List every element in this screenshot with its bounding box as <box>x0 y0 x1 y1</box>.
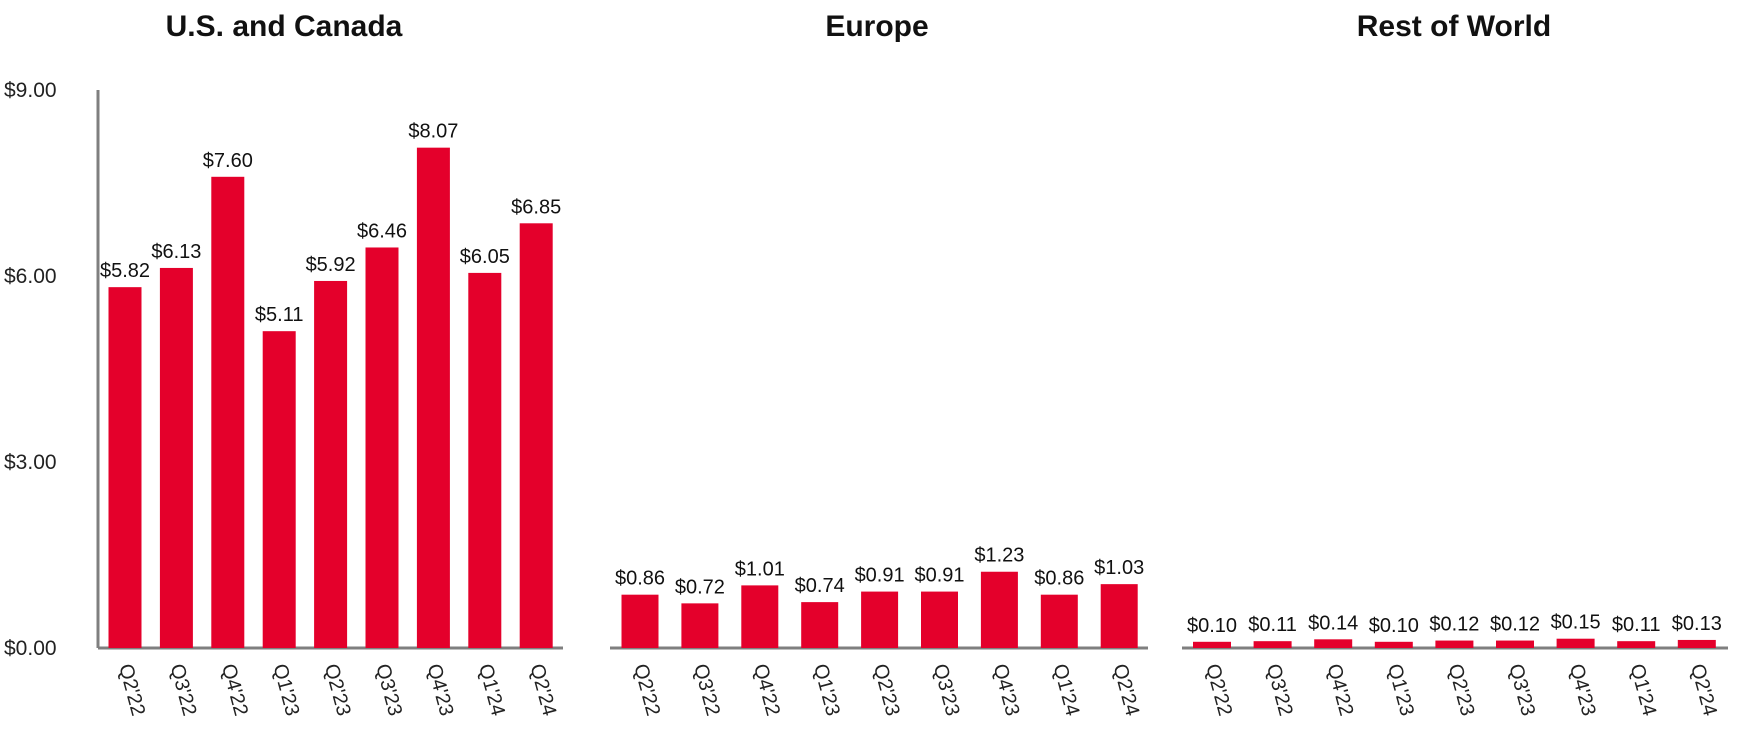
data-label: $0.12 <box>1429 614 1479 636</box>
x-tick-label: Q3'23 <box>371 662 406 719</box>
bar <box>1100 584 1138 648</box>
panel-rest-of-world: Rest of World <box>1357 10 1551 43</box>
x-tick-label: Q3'22 <box>1262 662 1297 719</box>
panel-title-rest-of-world: Rest of World <box>1357 10 1551 43</box>
bar <box>262 331 296 648</box>
panel-title-us-canada: U.S. and Canada <box>166 10 403 43</box>
bar <box>365 247 399 649</box>
bar <box>1435 640 1474 648</box>
data-label: $6.85 <box>511 196 561 218</box>
x-tick-label: Q2'23 <box>320 662 355 719</box>
bar <box>1496 640 1534 648</box>
x-tick-label: Q2'22 <box>629 662 664 719</box>
data-label: $5.82 <box>100 260 150 282</box>
x-tick-label: Q4'23 <box>989 662 1024 719</box>
data-label: $1.23 <box>974 545 1024 567</box>
data-label: $6.46 <box>357 220 407 242</box>
bar <box>108 287 142 648</box>
x-tick-label: Q4'22 <box>1322 662 1357 719</box>
data-label: $0.12 <box>1490 614 1540 636</box>
x-tick-label: Q1'24 <box>1625 662 1660 719</box>
x-tick-label: Q1'23 <box>268 662 303 719</box>
x-tick-label: Q2'24 <box>525 662 560 719</box>
x-tick-label: Q3'22 <box>166 662 201 719</box>
panel-europe: Europe <box>825 10 928 43</box>
y-tick-label: $0.00 <box>4 637 57 660</box>
x-tick-label: Q3'22 <box>689 662 724 719</box>
x-tick-label: Q4'22 <box>749 662 784 719</box>
bar <box>159 267 193 648</box>
data-label: $0.15 <box>1551 612 1601 634</box>
bar <box>1677 639 1716 648</box>
bar <box>861 591 899 648</box>
x-tick-label: Q2'22 <box>114 662 149 719</box>
bar <box>741 585 779 648</box>
x-tick-label: Q2'23 <box>1444 662 1479 719</box>
data-label: $0.74 <box>795 575 845 597</box>
data-label: $0.86 <box>615 568 665 590</box>
panel-us-canada: U.S. and Canada <box>166 10 403 43</box>
data-label: $7.60 <box>203 150 253 172</box>
x-tick-label: Q1'24 <box>1048 662 1083 719</box>
bar <box>211 176 245 649</box>
data-label: $6.05 <box>460 246 510 268</box>
x-tick-label: Q4'23 <box>1565 662 1600 719</box>
x-tick-label: Q2'23 <box>869 662 904 719</box>
chart-marks: $0.00 $3.00 $6.00 $9.00 $5.82 Q2'22 $6.13 Q3'22… <box>4 79 1728 718</box>
y-tick-label: $9.00 <box>4 79 57 102</box>
bar <box>1193 641 1231 648</box>
x-tick-label: Q1'23 <box>1383 662 1418 719</box>
bar <box>1617 641 1656 648</box>
x-tick-label: Q2'24 <box>1108 662 1143 719</box>
data-label: $0.72 <box>675 576 725 598</box>
data-label: $5.11 <box>255 304 304 326</box>
x-tick-label: Q4'22 <box>217 662 252 719</box>
bar <box>621 594 659 648</box>
data-label: $6.13 <box>151 241 201 263</box>
data-label: $1.03 <box>1094 557 1144 579</box>
x-tick-label: Q3'23 <box>929 662 964 719</box>
x-tick-label: Q1'23 <box>809 662 844 719</box>
data-label: $8.07 <box>408 121 458 143</box>
bar <box>468 272 502 648</box>
data-label: $0.10 <box>1187 615 1237 637</box>
y-tick-label: $3.00 <box>4 451 57 474</box>
data-label: $0.14 <box>1308 612 1358 634</box>
bar <box>921 591 958 648</box>
bar <box>801 602 839 648</box>
data-label: $0.86 <box>1034 568 1084 590</box>
x-tick-label: Q4'23 <box>423 662 458 719</box>
y-tick-label: $6.00 <box>4 265 57 288</box>
data-label: $5.92 <box>306 254 356 276</box>
bar <box>519 223 553 649</box>
bar <box>1556 638 1595 648</box>
bar <box>1374 641 1413 648</box>
data-label: $0.91 <box>855 565 905 587</box>
bar <box>980 571 1018 648</box>
x-tick-label: Q2'24 <box>1686 662 1721 719</box>
data-label: $0.13 <box>1672 613 1722 635</box>
data-label: $0.11 <box>1612 614 1661 636</box>
bar <box>1314 639 1353 648</box>
bar <box>314 280 348 648</box>
data-label: $1.01 <box>735 558 785 580</box>
x-tick-label: Q3'23 <box>1504 662 1539 719</box>
data-label: $0.91 <box>914 565 964 587</box>
data-label: $0.10 <box>1369 615 1419 637</box>
bar <box>1253 641 1292 648</box>
x-tick-label: Q1'24 <box>474 662 509 719</box>
data-label: $0.11 <box>1248 614 1297 636</box>
bar <box>1040 594 1078 648</box>
bar <box>416 147 450 648</box>
x-tick-label: Q2'22 <box>1201 662 1236 719</box>
panel-title-europe: Europe <box>825 10 928 43</box>
bar <box>681 603 719 648</box>
